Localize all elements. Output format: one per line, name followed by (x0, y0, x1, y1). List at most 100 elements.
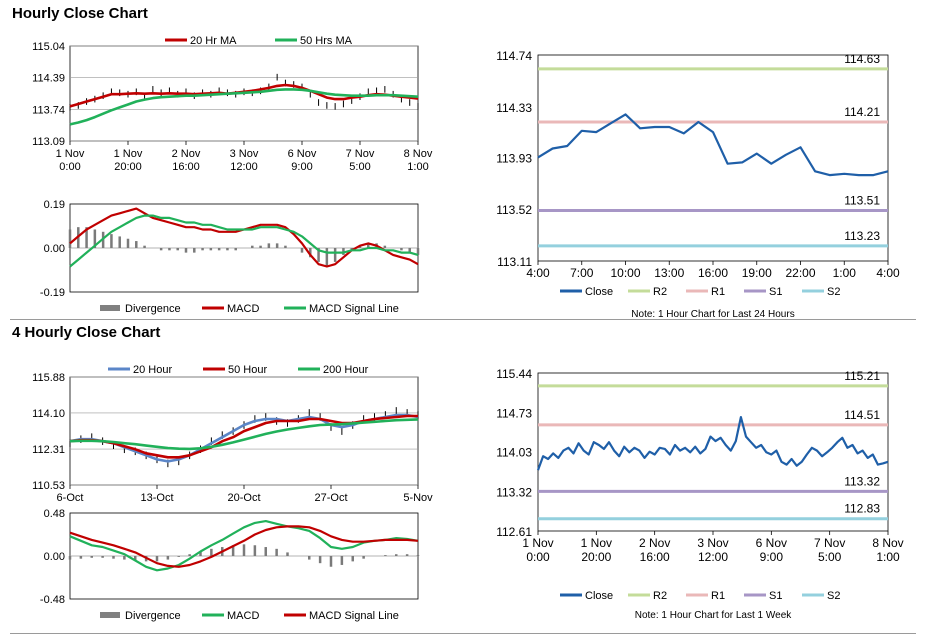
hourly-close-ytick-label: 113.52 (496, 203, 532, 217)
weekly-close-ytick-label: 114.73 (496, 407, 532, 421)
four-hourly-price-ytick-label: 114.10 (32, 408, 65, 420)
hourly-close-xtick-label: 10:00 (610, 266, 640, 280)
four-hourly-macd-ytick-label: -0.48 (40, 594, 65, 606)
hourly-price-xtick-label: 3 Nov (230, 148, 259, 160)
hourly-close-note: Note: 1 Hour Chart for Last 24 Hours (631, 309, 794, 320)
hourly-macd-legend-label: MACD Signal Line (309, 303, 399, 315)
hourly-price-xtick-label: 0:00 (59, 161, 80, 173)
hourly-macd-chart: 0.19 0.00 -0.19 Divergence MACD MACD Signal L… (40, 199, 420, 315)
hourly-close-s2-level-label: 113.23 (844, 229, 880, 243)
hourly-close-xtick-label: 13:00 (654, 266, 684, 280)
weekly-close-xtick-label: 1:00 (876, 550, 900, 564)
weekly-close-xtick-label: 1 Nov (522, 536, 553, 550)
hourly-price-xtick-label: 6 Nov (288, 148, 317, 160)
weekly-close-xtick-label: 8 Nov (872, 536, 903, 550)
four-hourly-macd-macd-line (69, 520, 419, 572)
weekly-close-xtick-label: 0:00 (526, 550, 550, 564)
weekly-close-s2-level-label: 112.83 (844, 502, 880, 516)
hourly-close-ytick-label: 114.74 (496, 49, 532, 63)
weekly-close-xtick-label: 5:00 (818, 550, 842, 564)
hourly-macd-legend-label: MACD (227, 303, 259, 315)
hourly-macd-ytick-label: -0.19 (40, 287, 65, 299)
hourly-close-xtick-label: 22:00 (785, 266, 815, 280)
four-hourly-macd-legend-label: MACD Signal Line (309, 610, 399, 622)
hourly-close-ytick-label: 113.11 (497, 255, 532, 269)
hourly-price-xtick-label: 7 Nov (346, 148, 375, 160)
hourly-close-close-line (537, 113, 889, 177)
hourly-close-r2-level-label: 114.63 (844, 52, 880, 66)
hourly-section-title: Hourly Close Chart (12, 5, 148, 22)
hourly-macd-legend-label: Divergence (125, 303, 181, 315)
section-divider (10, 319, 916, 320)
hourly-close-legend-label: S2 (827, 286, 840, 298)
hourly-close-r1-level-label: 114.21 (844, 105, 880, 119)
four-hourly-price-legend-label: 200 Hour (323, 364, 369, 376)
four-hourly-macd-legend-label: MACD (227, 610, 259, 622)
weekly-close-ytick-label: 115.44 (496, 367, 532, 381)
four-hourly-price-200-hour-line (69, 418, 419, 451)
four-hourly-price-xtick-label: 27-Oct (314, 492, 347, 504)
weekly-close-xtick-label: 2 Nov (639, 536, 670, 550)
four-hourly-price-legend-label: 20 Hour (133, 364, 172, 376)
weekly-close-xtick-label: 6 Nov (756, 536, 787, 550)
four-hourly-price-xtick-label: 5-Nov (403, 492, 433, 504)
hourly-macd-ytick-label: 0.19 (44, 199, 65, 211)
weekly-close-legend-label: S1 (769, 590, 782, 602)
hourly-price-ytick-label: 113.09 (32, 136, 65, 148)
four-hourly-price-xtick-label: 13-Oct (140, 492, 173, 504)
hourly-price-xtick-label: 2 Nov (172, 148, 201, 160)
weekly-close-xtick-label: 7 Nov (814, 536, 845, 550)
weekly-close-s1-level-label: 113.32 (844, 474, 880, 488)
hourly-price-xtick-label: 16:00 (172, 161, 200, 173)
four-hourly-macd-legend-swatch (100, 612, 120, 618)
hourly-price-50-hrs-ma-line (69, 88, 419, 126)
hourly-price-legend-label: 50 Hrs MA (300, 35, 353, 47)
hourly-price-xtick-label: 12:00 (230, 161, 258, 173)
four-hourly-macd-macd-signal-line-line (69, 525, 419, 568)
hourly-close-xtick-label: 19:00 (742, 266, 772, 280)
hourly-close-legend-label: R1 (711, 286, 725, 298)
hourly-price-xtick-label: 8 Nov (404, 148, 433, 160)
hourly-close-legend-label: R2 (653, 286, 667, 298)
four-hourly-price-ytick-label: 115.88 (32, 372, 65, 384)
bottom-divider (10, 633, 916, 634)
hourly-close-s1-level-label: 113.51 (844, 193, 880, 207)
four-hourly-price-xtick-label: 20-Oct (227, 492, 260, 504)
hourly-close-xtick-label: 4:00 (526, 266, 550, 280)
weekly-close-legend-label: R1 (711, 590, 725, 602)
four-hourly-macd-chart: 0.48 0.00 -0.48 Divergence MACD MACD Signal L… (40, 508, 420, 622)
weekly-close-xtick-label: 16:00 (640, 550, 670, 564)
hourly-price-ytick-label: 113.74 (32, 104, 65, 116)
four-hourly-macd-ytick-label: 0.00 (44, 551, 65, 563)
hourly-price-xtick-label: 5:00 (349, 161, 370, 173)
four-hourly-price-ytick-label: 110.53 (32, 480, 65, 492)
four-hourly-price-legend-label: 50 Hour (228, 364, 267, 376)
hourly-macd-legend-swatch (100, 305, 120, 311)
hourly-macd-macd-signal-line-line (69, 214, 419, 268)
hourly-price-ytick-label: 114.39 (32, 73, 65, 85)
hourly-close-plot-frame (537, 54, 889, 262)
weekly-close-ytick-label: 114.03 (496, 446, 532, 460)
hourly-close-levels-chart: 114.74 114.33 113.93 113.52 113.11 114.63 114.… (496, 49, 900, 320)
weekly-close-legend-label: R2 (653, 590, 667, 602)
hourly-price-xtick-label: 1 Nov (56, 148, 85, 160)
hourly-close-ytick-label: 113.93 (496, 151, 532, 165)
weekly-close-xtick-label: 12:00 (698, 550, 728, 564)
hourly-price-ytick-label: 115.04 (32, 41, 65, 53)
hourly-close-xtick-label: 1:00 (833, 266, 857, 280)
hourly-close-xtick-label: 7:00 (570, 266, 594, 280)
weekly-close-xtick-label: 1 Nov (581, 536, 612, 550)
weekly-close-r1-level-label: 114.51 (844, 408, 880, 422)
four-hourly-macd-ytick-label: 0.48 (44, 508, 65, 520)
weekly-close-legend-label: Close (585, 590, 613, 602)
hourly-price-xtick-label: 9:00 (291, 161, 312, 173)
four-hourly-price-xtick-label: 6-Oct (57, 492, 84, 504)
weekly-close-xtick-label: 3 Nov (697, 536, 728, 550)
hourly-close-legend-label: S1 (769, 286, 782, 298)
weekly-close-legend-label: S2 (827, 590, 840, 602)
hourly-price-xtick-label: 1:00 (407, 161, 428, 173)
hourly-close-xtick-label: 4:00 (876, 266, 900, 280)
weekly-close-ytick-label: 112.61 (496, 525, 532, 539)
hourly-close-ytick-label: 114.33 (496, 101, 532, 115)
